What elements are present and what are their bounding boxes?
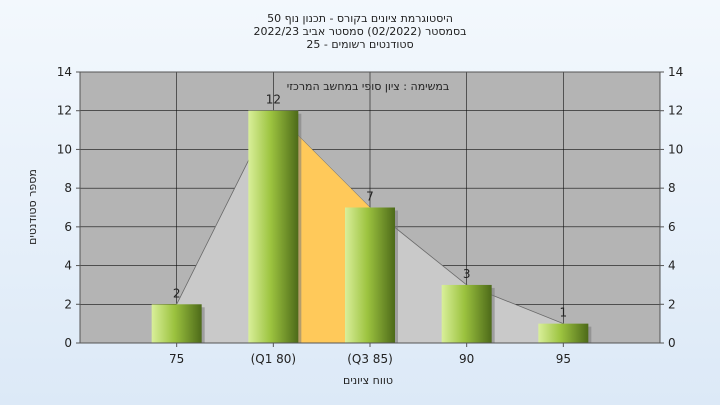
x-tick-label-4: 95 (556, 352, 571, 366)
y-tick-label-left-5: 10 (57, 142, 72, 156)
bar-value-label-3: 3 (463, 267, 471, 281)
y-tick-label-left-1: 2 (64, 297, 72, 311)
y-tick-label-left-4: 8 (64, 181, 72, 195)
y-tick-label-left-0: 0 (64, 336, 72, 350)
bar-0 (151, 304, 202, 343)
bar-1 (248, 110, 299, 343)
x-tick-label-1: (Q1 80) (251, 352, 297, 366)
bar-value-label-4: 1 (560, 306, 568, 320)
x-tick-label-2: (Q3 85) (347, 352, 393, 366)
y-tick-label-right-6: 12 (668, 104, 683, 118)
plot-annotation: במשימה : ציון סופי במחשב המרכזי (287, 80, 450, 93)
x-tick-label-3: 90 (459, 352, 474, 366)
y-tick-label-left-2: 4 (64, 259, 72, 273)
y-tick-label-right-2: 4 (668, 259, 676, 273)
bar-3 (441, 284, 492, 343)
y-tick-label-right-0: 0 (668, 336, 676, 350)
x-tick-label-0: 75 (169, 352, 184, 366)
y-tick-label-left-3: 6 (64, 220, 72, 234)
x-axis-title: טווח ציונים (343, 374, 393, 387)
y-tick-label-right-3: 6 (668, 220, 676, 234)
bar-value-label-2: 7 (366, 190, 374, 204)
bar-4 (538, 323, 589, 343)
y-tick-label-right-1: 2 (668, 297, 676, 311)
bar-2 (345, 207, 395, 343)
y-axis-title: מספר סטודנטים (26, 169, 39, 245)
bar-value-label-0: 2 (173, 286, 181, 300)
y-tick-label-right-5: 10 (668, 142, 683, 156)
y-tick-label-left-6: 12 (57, 104, 72, 118)
bars: 2 12 7 3 1 (151, 93, 592, 343)
y-tick-label-right-7: 14 (668, 65, 683, 79)
chart-title-line-3: סטודנטים רשומים - 25 (306, 38, 413, 51)
chart-title-line-1: היסטוגרמת ציונים בקורס - תכנון נוף 50 (267, 12, 453, 25)
y-tick-label-right-4: 8 (668, 181, 676, 195)
chart-title-line-2: בסמסטר (02/2022) סמסטר אביב 2022/23 (253, 25, 466, 38)
bar-value-label-1: 12 (266, 93, 281, 107)
y-tick-label-left-7: 14 (57, 65, 72, 79)
